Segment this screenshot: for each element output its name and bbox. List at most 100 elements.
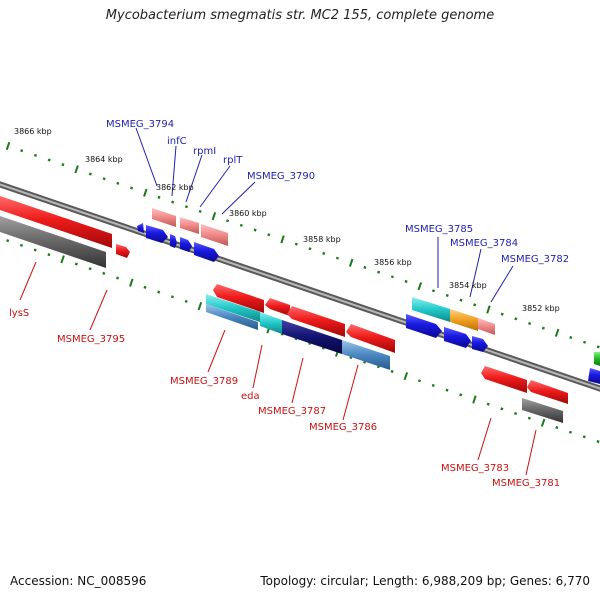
gene-label[interactable]: MSMEG_3785: [405, 224, 473, 235]
gene-label[interactable]: MSMEG_3795: [57, 334, 125, 345]
major-tick: [540, 418, 546, 427]
gene-label[interactable]: MSMEG_3794: [106, 119, 174, 130]
cds-msmeg-3781[interactable]: [522, 398, 563, 423]
cds-msmeg-3787-navy[interactable]: [282, 320, 342, 354]
major-tick: [60, 255, 65, 264]
cds-steel-a[interactable]: [206, 304, 258, 330]
gene-label[interactable]: MSMEG_3786: [309, 422, 377, 433]
gene-label[interactable]: rplT: [223, 155, 243, 166]
gene-label[interactable]: MSMEG_3789: [170, 376, 238, 387]
cds-rplT-pink[interactable]: [201, 224, 228, 246]
minor-tick: [473, 303, 477, 307]
minor-tick: [294, 242, 298, 246]
cds-msmeg-3784[interactable]: [444, 327, 471, 348]
scale-label: 3860 kbp: [229, 209, 267, 218]
cds-msmeg-3785-cyan[interactable]: [412, 297, 450, 322]
minor-tick: [582, 435, 586, 439]
major-tick: [403, 372, 409, 381]
scale-label: 3854 kbp: [449, 281, 487, 290]
gene-features: [0, 196, 600, 423]
cds-msmeg-3794[interactable]: [146, 225, 168, 243]
gene-label[interactable]: MSMEG_3781: [492, 478, 560, 489]
minor-tick: [500, 407, 504, 411]
gene-label[interactable]: rpmI: [193, 146, 216, 157]
major-tick: [211, 211, 217, 221]
minor-tick: [445, 293, 449, 297]
label-leader-lines: [19, 127, 537, 476]
minor-tick: [19, 243, 23, 247]
minor-tick: [33, 153, 37, 157]
cds-msmeg-3781-red[interactable]: [527, 380, 568, 404]
minor-tick: [61, 163, 65, 167]
minor-tick: [445, 388, 449, 392]
minor-tick: [431, 383, 435, 387]
gene-label[interactable]: eda: [241, 391, 260, 402]
minor-tick: [486, 402, 490, 406]
minor-tick: [390, 369, 394, 373]
cds-msmeg-3782[interactable]: [472, 336, 488, 352]
major-tick: [280, 235, 285, 244]
gene-label[interactable]: infC: [167, 136, 187, 147]
minor-tick: [514, 317, 518, 321]
cds-msmeg-3786[interactable]: [346, 324, 395, 353]
minor-tick: [6, 239, 10, 243]
minor-tick: [377, 270, 381, 274]
cds-small-red[interactable]: [116, 244, 130, 258]
cds-eda[interactable]: [260, 312, 282, 334]
minor-tick: [157, 195, 161, 199]
minor-tick: [74, 262, 78, 266]
cds-msmeg-3783[interactable]: [481, 366, 527, 393]
cds-msmeg-3784-orange[interactable]: [450, 309, 478, 331]
cds-msmeg-3790[interactable]: [194, 242, 219, 262]
cds-infC[interactable]: [170, 234, 177, 248]
minor-tick: [541, 326, 545, 330]
major-tick: [348, 258, 354, 267]
cds-rpmI[interactable]: [180, 237, 192, 252]
cds-infC-pink[interactable]: [180, 217, 199, 234]
minor-tick: [184, 205, 188, 209]
gene-label[interactable]: MSMEG_3783: [441, 463, 509, 474]
cds-msmeg-3795[interactable]: [0, 216, 106, 268]
cds-red-b[interactable]: [265, 298, 290, 316]
major-tick: [472, 395, 477, 404]
cds-msmeg-3794-pink[interactable]: [152, 208, 176, 227]
cds-msmeg-3786-steel[interactable]: [342, 340, 390, 370]
cds-lysS[interactable]: [0, 196, 112, 248]
gene-label[interactable]: MSMEG_3790: [247, 171, 315, 182]
minor-tick: [459, 393, 463, 397]
major-tick: [554, 328, 560, 337]
major-tick: [143, 188, 148, 197]
cds-green-edge[interactable]: [594, 352, 600, 366]
cds-msmeg-3785[interactable]: [406, 314, 442, 338]
cds-arrow-small[interactable]: [137, 223, 144, 233]
major-tick: [129, 278, 134, 287]
minor-tick: [102, 271, 106, 275]
minor-tick: [171, 200, 175, 204]
cds-msmeg-3787[interactable]: [287, 306, 345, 337]
gene-label[interactable]: MSMEG_3787: [258, 406, 326, 417]
cds-msmeg-3782-pink[interactable]: [478, 318, 495, 335]
minor-tick: [33, 248, 37, 252]
minor-tick: [253, 228, 257, 232]
minor-tick: [184, 299, 188, 303]
major-tick: [197, 301, 203, 311]
gene-label[interactable]: MSMEG_3782: [501, 254, 569, 265]
cds-cyan-a[interactable]: [206, 294, 260, 322]
major-tick: [486, 305, 491, 314]
gene-label[interactable]: MSMEG_3784: [450, 238, 518, 249]
minor-tick: [514, 411, 518, 416]
scale-tick-tracks: [5, 141, 600, 444]
minor-tick: [322, 251, 326, 255]
scale-label: 3862 kbp: [156, 183, 194, 192]
minor-tick: [239, 223, 243, 227]
cds-msmeg-3789[interactable]: [213, 284, 264, 313]
minor-tick: [20, 149, 24, 153]
gene-label[interactable]: lysS: [9, 308, 29, 319]
minor-tick: [47, 158, 51, 162]
minor-tick: [568, 430, 573, 434]
cds-blue-edge[interactable]: [588, 368, 600, 384]
minor-tick: [198, 209, 202, 213]
scale-label: 3864 kbp: [85, 155, 123, 164]
minor-tick: [596, 345, 600, 349]
